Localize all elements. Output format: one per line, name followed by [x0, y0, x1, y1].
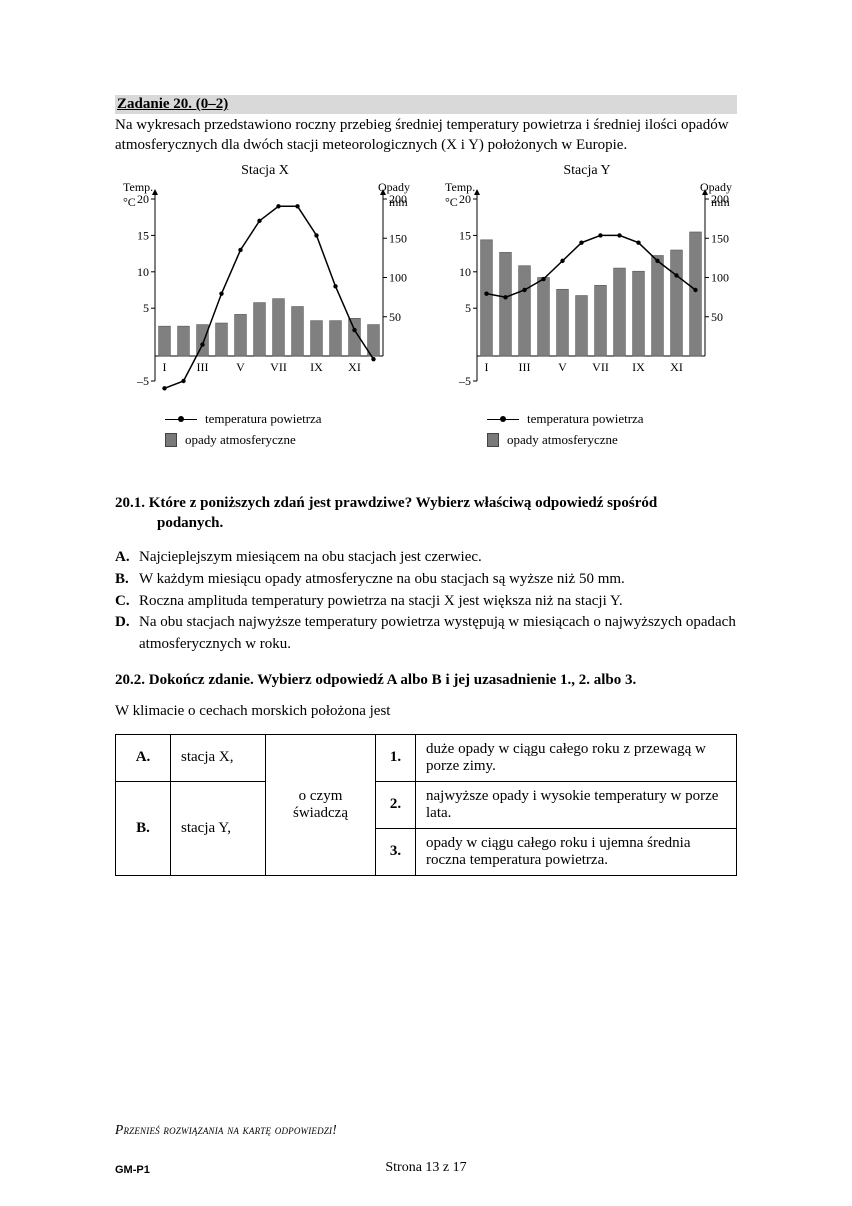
svg-text:10: 10	[137, 265, 149, 279]
legend-line-icon	[165, 414, 197, 424]
svg-text:I: I	[485, 360, 489, 374]
svg-text:V: V	[236, 360, 245, 374]
q1-option-a[interactable]: A.Najcieplejszym miesiącem na obu stacja…	[115, 547, 737, 569]
svg-text:XI: XI	[348, 360, 361, 374]
svg-text:5: 5	[465, 301, 471, 315]
legend-bar-label: opady atmosferyczne	[507, 430, 618, 451]
chart-station-y: Stacja Y Temp.°COpadymm–5510152050100150…	[437, 163, 737, 451]
svg-text:III: III	[197, 360, 209, 374]
svg-text:IX: IX	[310, 360, 323, 374]
svg-text:50: 50	[389, 310, 401, 324]
svg-text:VII: VII	[592, 360, 609, 374]
q2-cell-mid: o czym świadczą	[266, 734, 376, 875]
svg-text:–5: –5	[136, 374, 149, 388]
q2-cell-B-text: stacja Y,	[171, 781, 266, 875]
chart-station-x: Stacja X Temp.°COpadymm–5510152050100150…	[115, 163, 415, 451]
legend-line-label: temperatura powietrza	[205, 409, 322, 430]
svg-text:100: 100	[711, 271, 729, 285]
chart-y-title: Stacja Y	[437, 163, 737, 179]
q2-table: A. stacja X, o czym świadczą 1. duże opa…	[115, 734, 737, 876]
svg-text:50: 50	[711, 310, 723, 324]
svg-text:15: 15	[137, 228, 149, 242]
svg-text:15: 15	[459, 228, 471, 242]
q1-option-d[interactable]: D.Na obu stacjach najwyższe temperatury …	[115, 612, 737, 656]
q1-option-b[interactable]: B.W każdym miesiącu opady atmosferyczne …	[115, 569, 737, 591]
task-header: Zadanie 20. (0–2)	[115, 95, 737, 114]
chart-x-legend: temperatura powietrza opady atmosferyczn…	[165, 409, 415, 451]
svg-text:–5: –5	[458, 374, 471, 388]
q1-option-c[interactable]: C.Roczna amplituda temperatury powietrza…	[115, 591, 737, 613]
svg-text:IX: IX	[632, 360, 645, 374]
svg-text:20: 20	[137, 192, 149, 206]
q2-cell-3-text: opady w ciągu całego roku i ujemna średn…	[416, 828, 737, 875]
q1-options: A.Najcieplejszym miesiącem na obu stacja…	[115, 547, 737, 656]
q2-cell-A-text: stacja X,	[171, 734, 266, 781]
q2-cell-1-text: duże opady w ciągu całego roku z przewag…	[416, 734, 737, 781]
q2-cell-3[interactable]: 3.	[376, 828, 416, 875]
q2-cell-A[interactable]: A.	[116, 734, 171, 781]
svg-text:20: 20	[459, 192, 471, 206]
q1-option-d-text: Na obu stacjach najwyższe temperatury po…	[139, 612, 737, 656]
q1-heading-line1: 20.1. Które z poniższych zdań jest prawd…	[115, 495, 657, 511]
q2-intro: W klimacie o cechach morskich położona j…	[115, 703, 737, 720]
page-number: Strona 13 z 17	[0, 1160, 852, 1176]
charts-row: Stacja X Temp.°COpadymm–5510152050100150…	[115, 163, 737, 451]
legend-bar-label: opady atmosferyczne	[185, 430, 296, 451]
legend-bar-icon	[487, 433, 499, 447]
svg-text:V: V	[558, 360, 567, 374]
q2-cell-1[interactable]: 1.	[376, 734, 416, 781]
q1-heading-line2: podanych.	[115, 513, 223, 533]
q2-cell-2[interactable]: 2.	[376, 781, 416, 828]
svg-text:III: III	[519, 360, 531, 374]
chart-y-legend: temperatura powietrza opady atmosferyczn…	[487, 409, 737, 451]
task-intro: Na wykresach przedstawiono roczny przebi…	[115, 116, 737, 155]
legend-line-icon	[487, 414, 519, 424]
q1-option-b-text: W każdym miesiącu opady atmosferyczne na…	[139, 569, 625, 591]
svg-text:VII: VII	[270, 360, 287, 374]
svg-text:XI: XI	[670, 360, 683, 374]
q2-heading: 20.2. Dokończ zdanie. Wybierz odpowiedź …	[115, 672, 737, 689]
q1-option-c-text: Roczna amplituda temperatury powietrza n…	[139, 591, 623, 613]
svg-text:150: 150	[711, 231, 729, 245]
legend-line-label: temperatura powietrza	[527, 409, 644, 430]
q1-heading: 20.1. Które z poniższych zdań jest prawd…	[115, 493, 737, 534]
svg-text:200: 200	[389, 192, 407, 206]
q2-cell-2-text: najwyższe opady i wysokie temperatury w …	[416, 781, 737, 828]
svg-text:I: I	[163, 360, 167, 374]
svg-text:100: 100	[389, 271, 407, 285]
legend-bar-icon	[165, 433, 177, 447]
svg-text:°C: °C	[445, 195, 458, 209]
svg-text:°C: °C	[123, 195, 136, 209]
q1-option-a-text: Najcieplejszym miesiącem na obu stacjach…	[139, 547, 482, 569]
svg-text:200: 200	[711, 192, 729, 206]
chart-x-svg: Temp.°COpadymm–5510152050100150200IIIIVV…	[115, 181, 415, 401]
q2-cell-B[interactable]: B.	[116, 781, 171, 875]
chart-y-svg: Temp.°COpadymm–5510152050100150200IIIIVV…	[437, 181, 737, 401]
svg-text:5: 5	[143, 301, 149, 315]
svg-text:150: 150	[389, 231, 407, 245]
footer-note: Przenieś rozwiązania na kartę odpowiedzi…	[115, 1122, 337, 1138]
svg-text:10: 10	[459, 265, 471, 279]
chart-x-title: Stacja X	[115, 163, 415, 179]
